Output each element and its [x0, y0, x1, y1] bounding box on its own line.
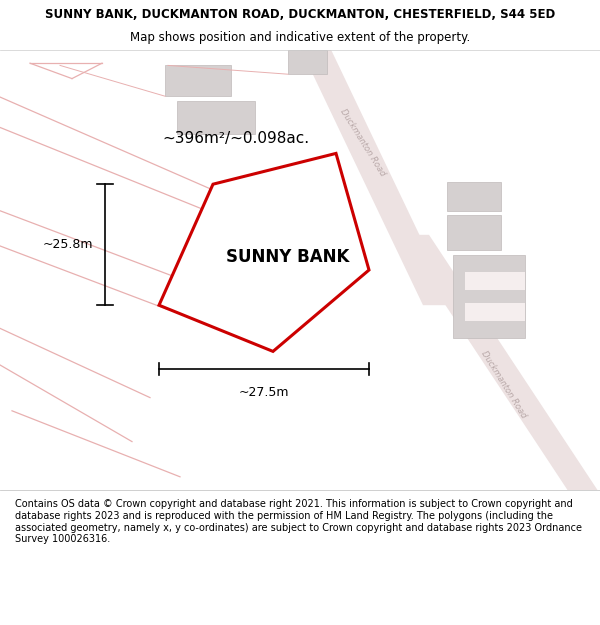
Text: SUNNY BANK, DUCKMANTON ROAD, DUCKMANTON, CHESTERFIELD, S44 5ED: SUNNY BANK, DUCKMANTON ROAD, DUCKMANTON,…: [45, 8, 555, 21]
Polygon shape: [159, 153, 369, 351]
Text: ~25.8m: ~25.8m: [43, 238, 93, 251]
Polygon shape: [399, 235, 600, 512]
Text: ~27.5m: ~27.5m: [239, 386, 289, 399]
Text: Contains OS data © Crown copyright and database right 2021. This information is : Contains OS data © Crown copyright and d…: [15, 499, 582, 544]
Polygon shape: [453, 254, 525, 338]
Polygon shape: [465, 303, 525, 321]
Polygon shape: [183, 189, 333, 314]
Polygon shape: [288, 50, 327, 74]
Polygon shape: [165, 66, 231, 96]
Polygon shape: [465, 272, 525, 290]
Text: Duckmanton Road: Duckmanton Road: [479, 349, 529, 419]
Polygon shape: [177, 101, 255, 134]
Polygon shape: [447, 215, 501, 250]
Polygon shape: [297, 41, 453, 305]
Text: Map shows position and indicative extent of the property.: Map shows position and indicative extent…: [130, 31, 470, 44]
Text: SUNNY BANK: SUNNY BANK: [226, 248, 350, 266]
Polygon shape: [447, 182, 501, 211]
Text: ~396m²/~0.098ac.: ~396m²/~0.098ac.: [162, 131, 309, 146]
Text: Duckmanton Road: Duckmanton Road: [338, 107, 388, 178]
